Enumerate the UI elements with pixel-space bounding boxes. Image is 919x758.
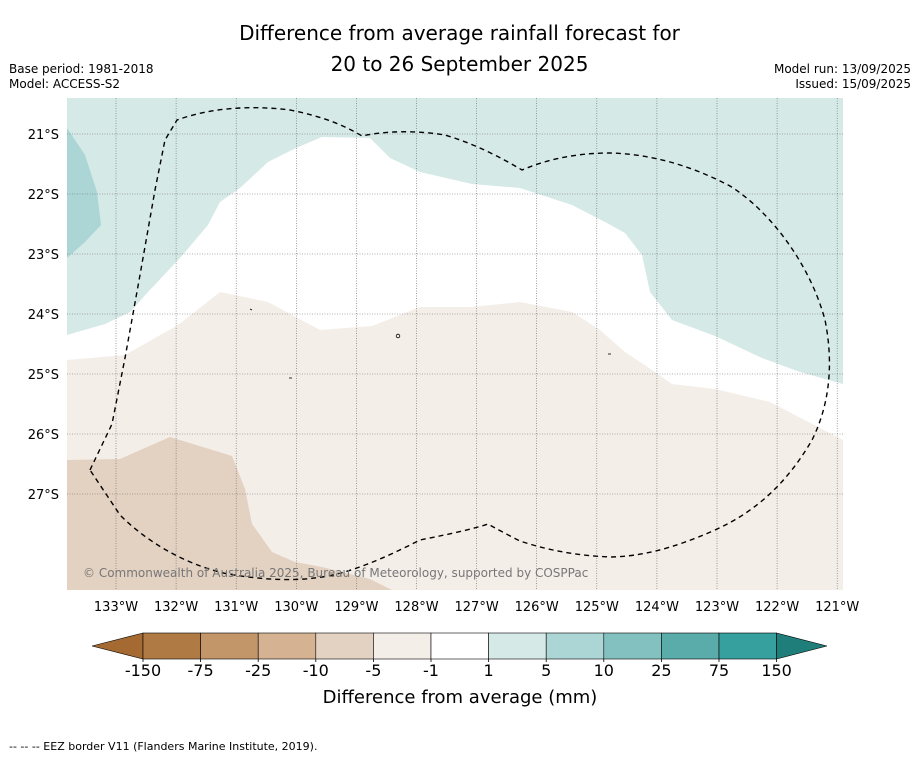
colorbar-segment (488, 632, 547, 660)
latitude-label: 27°S (28, 488, 59, 503)
longitude-label: 123°W (695, 600, 739, 615)
colorbar-segments (91, 632, 828, 660)
longitude-label: 125°W (575, 600, 619, 615)
colorbar-segment (603, 632, 662, 660)
base-period-label: Base period: 1981-2018 (9, 62, 154, 76)
colorbar-segment (661, 632, 720, 660)
colorbar: -150 -75 -25 -10 -5 -1 1 5 10 25 75 150 Difference … (91, 632, 828, 708)
colorbar-tick-label: -75 (188, 661, 214, 680)
colorbar-extend-high (776, 632, 828, 660)
wetter-1-5mm-area (67, 98, 843, 384)
colorbar-tick-label: 5 (541, 661, 551, 680)
rainfall-anomaly-fields: © Commonwealth of Australia 2025, Bureau… (67, 98, 843, 590)
longitude-label: 129°W (334, 600, 378, 615)
rainfall-map: © Commonwealth of Australia 2025, Bureau… (28, 98, 860, 708)
colorbar-segment (545, 632, 605, 660)
longitude-label: 127°W (455, 600, 499, 615)
longitude-label: 130°W (274, 600, 318, 615)
latitude-label: 26°S (28, 428, 59, 443)
colorbar-tick-label: -1 (423, 661, 439, 680)
colorbar-tick-label: -5 (365, 661, 381, 680)
latitude-label: 22°S (28, 188, 59, 203)
colorbar-tick-label: 1 (484, 661, 494, 680)
colorbar-segment (718, 632, 777, 660)
forecast-info-left: Base period: 1981-2018 Model: ACCESS-S2 (9, 62, 154, 92)
longitude-label: 131°W (214, 600, 258, 615)
colorbar-tick-label: 75 (709, 661, 729, 680)
colorbar-tick-label: 25 (651, 661, 671, 680)
drier-5-10mm-area (67, 437, 392, 590)
colorbar-segment (430, 632, 489, 660)
longitude-label: 132°W (154, 600, 198, 615)
eez-border-footnote: -- -- -- EEZ border V11 (Flanders Marine… (9, 740, 318, 753)
colorbar-segment (373, 632, 432, 660)
colorbar-title: Difference from average (mm) (323, 687, 598, 708)
model-run-label: Model run: 13/09/2025 (773, 62, 911, 76)
contour-speck (249, 308, 253, 311)
longitude-label: 128°W (394, 600, 438, 615)
colorbar-segment (257, 632, 317, 660)
longitude-label: 121°W (815, 600, 859, 615)
colorbar-segment (315, 632, 374, 660)
longitude-label: 122°W (755, 600, 799, 615)
colorbar-tick-label: -150 (125, 661, 161, 680)
colorbar-tick-label: -25 (245, 661, 271, 680)
colorbar-segment (200, 632, 259, 660)
latitude-label: 24°S (28, 308, 59, 323)
longitude-label: 124°W (635, 600, 679, 615)
issued-label: Issued: 15/09/2025 (795, 77, 911, 91)
latitude-label: 25°S (28, 368, 59, 383)
copyright-notice: © Commonwealth of Australia 2025, Bureau… (83, 566, 588, 580)
drier-1-5mm-area (67, 292, 843, 590)
colorbar-extend-low (91, 632, 144, 660)
colorbar-tick-labels: -150 -75 -25 -10 -5 -1 1 5 10 25 75 150 (125, 659, 792, 680)
map-title: Difference from average rainfall forecas… (0, 18, 919, 80)
latitude-labels: 21°S 22°S 23°S 24°S 25°S 26°S 27°S (28, 128, 59, 503)
longitude-label: 133°W (94, 600, 138, 615)
wetter-5-10mm-area (67, 128, 101, 258)
colorbar-tick-label: -10 (303, 661, 329, 680)
contour-speck (395, 333, 401, 339)
forecast-info-right: Model run: 13/09/2025 Issued: 15/09/2025 (774, 62, 911, 92)
longitude-label: 126°W (515, 600, 559, 615)
title-line-1: Difference from average rainfall forecas… (239, 21, 680, 45)
title-line-2: 20 to 26 September 2025 (330, 52, 589, 76)
colorbar-tick-label: 150 (761, 661, 792, 680)
longitude-labels: 133°W 132°W 131°W 130°W 129°W 128°W 127°W 126°W… (94, 600, 860, 615)
small-contour-marks (249, 308, 611, 379)
colorbar-segment (142, 632, 201, 660)
latitude-label: 21°S (28, 128, 59, 143)
colorbar-tick-label: 10 (594, 661, 614, 680)
model-label: Model: ACCESS-S2 (9, 77, 121, 91)
eez-border-line (89, 107, 831, 581)
lat-lon-gridlines (67, 98, 843, 590)
latitude-label: 23°S (28, 248, 59, 263)
